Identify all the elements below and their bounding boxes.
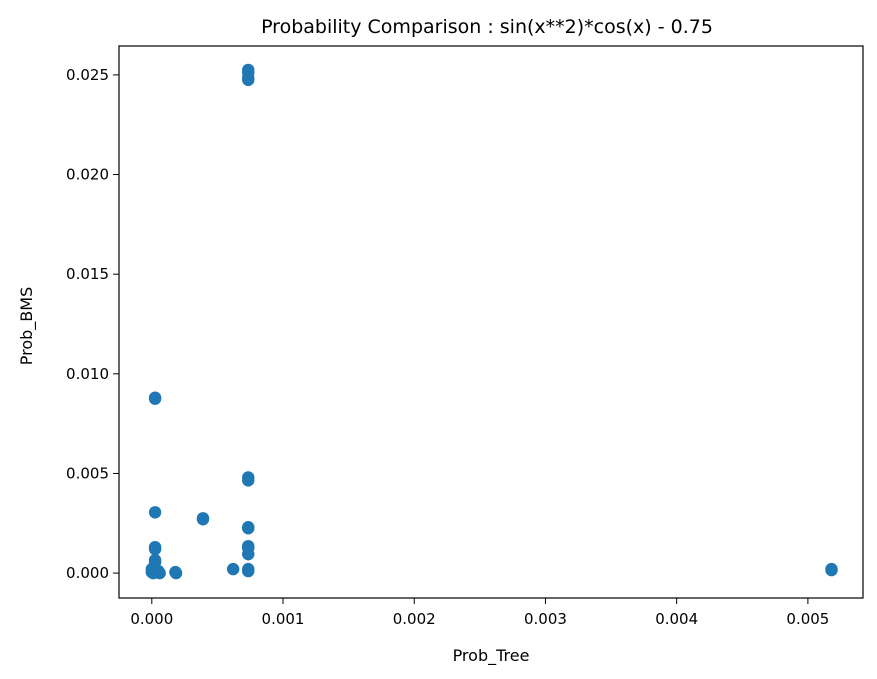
y-axis-label: Prob_BMS xyxy=(17,287,37,365)
scatter-point-27 xyxy=(226,562,240,576)
chart-title: Probability Comparison : sin(x**2)*cos(x… xyxy=(261,16,713,38)
x-axis: 0.000 0.001 0.002 0.003 0.004 0.005 xyxy=(130,598,829,628)
scatter-point-12 xyxy=(242,522,255,535)
scatter-point-10 xyxy=(196,513,210,526)
y-tick-label: 0.000 xyxy=(66,564,109,582)
y-tick-label: 0.005 xyxy=(66,464,109,482)
y-tick-label: 0.010 xyxy=(66,365,109,383)
x-axis-label: Prob_Tree xyxy=(453,646,530,666)
x-tick-label: 0.001 xyxy=(262,610,305,628)
y-tick-label: 0.020 xyxy=(66,166,109,184)
scatter-point-8 xyxy=(148,506,162,519)
x-tick-label: 0.005 xyxy=(786,610,829,628)
scatter-point-24 xyxy=(153,566,166,580)
scatter-point-17 xyxy=(148,542,162,556)
scatter-point-3 xyxy=(242,73,255,87)
scatter-point-29 xyxy=(242,564,255,578)
x-tick-label: 0.000 xyxy=(130,610,173,628)
x-tick-label: 0.003 xyxy=(524,610,567,628)
y-tick-label: 0.025 xyxy=(66,66,109,84)
scatter-point-26 xyxy=(169,565,182,579)
x-tick-label: 0.004 xyxy=(655,610,698,628)
y-tick-label: 0.015 xyxy=(66,265,109,283)
plot-frame xyxy=(118,45,864,599)
points-layer xyxy=(145,63,838,580)
scatter-point-7 xyxy=(242,474,255,487)
scatter-point-15 xyxy=(242,547,255,561)
scatter-point-31 xyxy=(825,563,838,577)
scatter-point-5 xyxy=(148,392,162,405)
x-tick-label: 0.002 xyxy=(393,610,436,628)
y-axis: 0.000 0.005 0.010 0.015 0.020 0.025 xyxy=(66,66,119,582)
